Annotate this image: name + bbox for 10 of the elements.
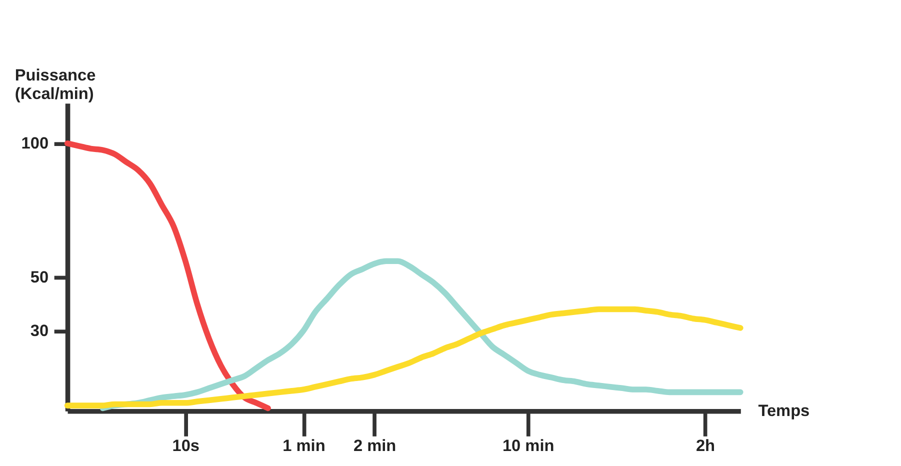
y-tick-label: 50: [30, 268, 49, 286]
x-tick-label: 10 min: [502, 436, 554, 455]
x-tick-label: 2h: [696, 436, 715, 455]
y-tick-label: 30: [30, 322, 49, 340]
x-axis-title: Temps: [758, 402, 810, 420]
x-tick-label: 2 min: [353, 436, 396, 455]
x-tick-label: 10s: [172, 436, 200, 455]
x-tick-label: 1 min: [282, 436, 326, 455]
y-axis-title: Puissance (Kcal/min): [14, 66, 96, 103]
y-tick-label: 100: [21, 134, 49, 153]
